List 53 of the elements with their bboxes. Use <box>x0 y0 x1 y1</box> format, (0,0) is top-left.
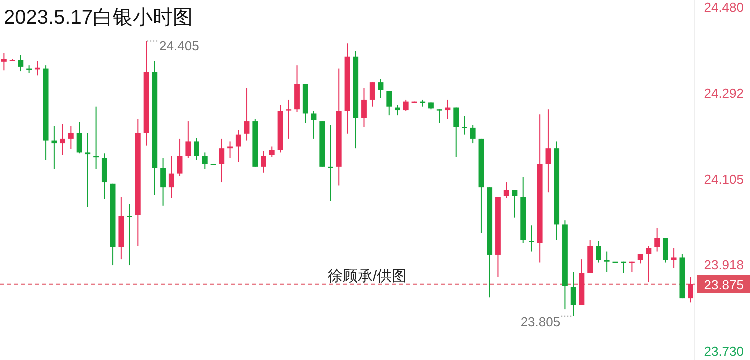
candlestick <box>470 124 476 144</box>
candlestick <box>671 248 677 269</box>
candlestick <box>269 146 275 158</box>
y-tick-label: 24.105 <box>704 172 744 187</box>
candlestick <box>52 126 58 170</box>
candlestick <box>286 99 292 140</box>
candlestick <box>18 54 24 72</box>
annotation: 24.405 <box>160 38 200 54</box>
candlestick <box>654 228 660 252</box>
candlestick <box>604 251 610 273</box>
candlestick <box>378 78 384 99</box>
candlestick <box>596 240 602 264</box>
candlestick <box>570 272 576 317</box>
y-tick-label: 23.730 <box>704 344 744 359</box>
candlestick <box>529 225 534 252</box>
candlestick <box>168 156 174 199</box>
candlestick <box>688 276 694 304</box>
candlestick <box>1 52 7 72</box>
y-tick-label: 23.918 <box>704 258 744 273</box>
candlestick <box>395 104 400 116</box>
candlestick <box>244 88 250 142</box>
candlestick <box>311 110 317 140</box>
candlestick <box>85 132 91 208</box>
candlestick <box>202 152 208 170</box>
y-tick-label: 24.480 <box>704 0 744 15</box>
candlestick <box>504 182 510 199</box>
candlestick <box>328 124 334 202</box>
candlestick <box>386 90 392 116</box>
chart-title: 2023.5.17白银小时图 <box>4 7 193 29</box>
candlestick <box>60 124 66 156</box>
annotation: 23.805 <box>520 314 561 330</box>
candlestick <box>512 190 518 218</box>
candlestick <box>194 138 200 162</box>
candlestick <box>219 138 225 184</box>
ref-line-label: 23.875 <box>704 277 744 292</box>
candlestick <box>160 158 166 206</box>
candlestick <box>662 238 668 264</box>
y-tick-label: 24.292 <box>704 86 744 102</box>
candlestick <box>177 138 183 177</box>
candlestick <box>454 107 460 158</box>
candlestick <box>403 99 409 112</box>
candlestick <box>186 121 192 159</box>
candlestick <box>261 150 266 174</box>
candlestick <box>638 254 644 264</box>
candlestick <box>546 109 552 194</box>
annotation: 徐顾承/供图 <box>328 268 408 285</box>
candlestick <box>370 82 376 108</box>
candlestick <box>362 88 367 128</box>
candlestick <box>436 109 442 124</box>
candlestick <box>68 126 74 150</box>
candlestick <box>236 130 242 163</box>
candlestick <box>646 246 652 283</box>
candlestick <box>76 122 82 154</box>
